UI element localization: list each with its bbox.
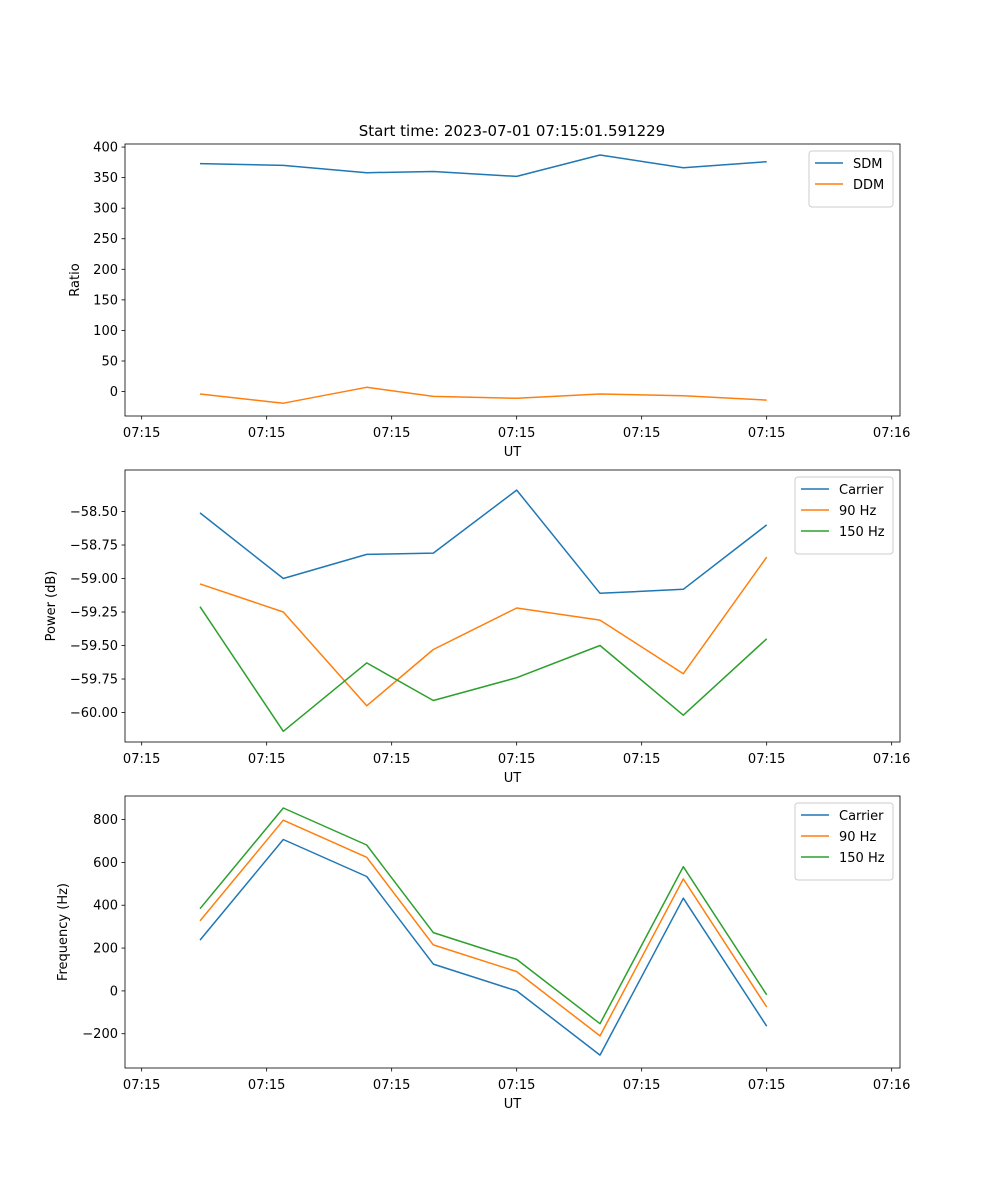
y-tick-label: 800 [93,813,118,828]
x-tick-label: 07:16 [873,426,910,441]
y-tick-label: 400 [93,141,118,156]
legend-label-90-hz: 90 Hz [839,504,876,519]
x-tick-label: 07:15 [498,1078,535,1093]
series-line-carrier [199,489,768,595]
series-line-sdm [199,154,767,178]
legend-frame [794,476,894,555]
x-tick-label: 07:16 [873,752,910,767]
axes-frame [124,143,901,417]
x-tick-label: 07:15 [748,426,785,441]
x-tick-label: 07:15 [248,1078,285,1093]
y-tick-label: 100 [93,324,118,339]
x-tick-label: 07:15 [748,752,785,767]
legend-label-sdm: SDM [853,157,882,172]
y-tick-label: 300 [93,202,118,217]
axes-frame [124,469,901,743]
x-tick-label: 07:15 [123,426,160,441]
x-tick-label: 07:15 [623,1078,660,1093]
x-tick-label: 07:15 [248,752,285,767]
x-tick-label: 07:15 [373,752,410,767]
y-axis-label: Frequency (Hz) [56,883,71,981]
y-tick-label: −58.50 [70,505,118,520]
series-line-carrier [199,838,768,1056]
series-line-150-hz [199,606,768,733]
y-tick-label: −59.75 [70,673,118,688]
legend-frame [808,150,894,208]
x-tick-label: 07:15 [248,426,285,441]
y-tick-label: −59.50 [70,639,118,654]
y-tick-label: 400 [93,899,118,914]
y-axis-label: Power (dB) [44,571,59,642]
series-line-150-hz [199,807,768,1025]
legend: Carrier 90 Hz 150 Hz [794,802,894,881]
y-tick-label: −200 [82,1027,118,1042]
x-tick-label: 07:15 [123,752,160,767]
legend-frame [794,802,894,881]
x-tick-label: 07:15 [373,1078,410,1093]
x-tick-label: 07:15 [498,426,535,441]
y-tick-label: −60.00 [70,706,118,721]
legend-label-ddm: DDM [853,178,884,193]
y-tick-label: −58.75 [70,539,118,554]
x-tick-label: 07:15 [373,426,410,441]
legend-label-carrier: Carrier [839,483,884,498]
chart-panel-power: −60.00 −59.75 −59.50 −59.25 −59.00 −58.75 −58.… [44,469,910,786]
x-tick-label: 07:15 [623,426,660,441]
legend: Carrier 90 Hz 150 Hz [794,476,894,555]
x-tick-label: 07:15 [498,752,535,767]
x-axis-label: UT [504,445,522,460]
y-tick-label: 0 [110,385,118,400]
series-line-ddm [199,386,767,404]
y-tick-label: 350 [93,171,118,186]
x-tick-label: 07:15 [748,1078,785,1093]
y-tick-label: 200 [93,942,118,957]
x-tick-label: 07:15 [623,752,660,767]
y-tick-label: −59.25 [70,606,118,621]
series-line-90-hz [199,819,768,1037]
legend-label-90-hz: 90 Hz [839,830,876,845]
y-tick-label: −59.00 [70,572,118,587]
y-tick-label: 150 [93,293,118,308]
x-axis-label: UT [504,1097,522,1112]
y-tick-label: 200 [93,263,118,278]
y-tick-label: 600 [93,856,118,871]
legend-label-150-hz: 150 Hz [839,851,885,866]
y-tick-label: 0 [110,984,118,999]
y-axis-label: Ratio [68,263,83,296]
legend-label-carrier: Carrier [839,809,884,824]
axes-frame [124,795,901,1069]
series-line-90-hz [199,556,768,707]
chart-panel-frequency: −200 0 200 400 600 800 07:15 07:15 07:15 07:15 07:… [56,795,910,1112]
legend: SDM DDM [808,150,894,208]
legend-label-150-hz: 150 Hz [839,525,885,540]
chart-panel-ratio: 0 50 100 150 200 250 300 350 400 07:15 07:15 07:15 0… [68,141,910,460]
x-tick-label: 07:16 [873,1078,910,1093]
figure-title: Start time: 2023-07-01 07:15:01.591229 [359,122,665,140]
x-tick-label: 07:15 [123,1078,160,1093]
y-tick-label: 250 [93,232,118,247]
x-axis-label: UT [504,771,522,786]
y-tick-label: 50 [101,354,118,369]
